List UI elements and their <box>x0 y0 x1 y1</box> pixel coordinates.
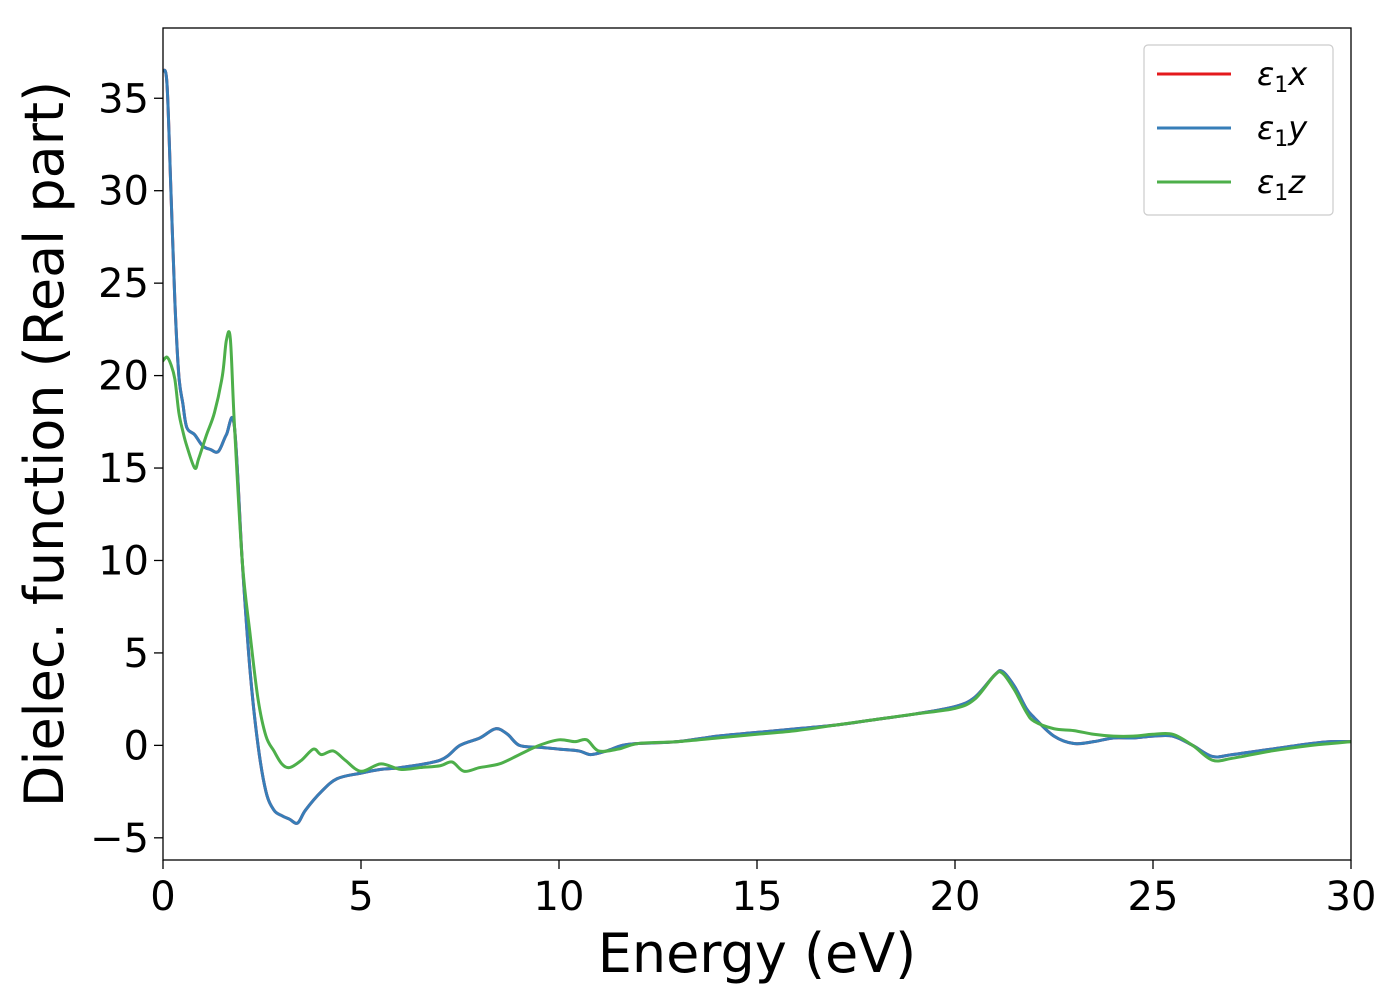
y-tick-label: 25 <box>98 261 149 307</box>
y-axis-ticks: −5 0 5 10 15 20 25 30 35 <box>90 76 163 862</box>
x-axis-label: Energy (eV) <box>598 922 917 985</box>
y-tick-label: 10 <box>98 538 149 584</box>
legend-label: ε1x <box>1257 55 1308 98</box>
y-tick-label: 20 <box>98 354 149 400</box>
series-line-z <box>163 330 1351 773</box>
legend: ε1x ε1y ε1z <box>1143 44 1334 216</box>
legend-item-z: ε1z <box>1157 163 1306 206</box>
x-tick-label: 15 <box>732 874 783 920</box>
x-tick-label: 0 <box>150 874 175 920</box>
y-tick-label: 35 <box>98 76 149 122</box>
y-tick-label: −5 <box>90 816 149 862</box>
legend-label: ε1y <box>1257 109 1308 152</box>
y-tick-label: 30 <box>98 169 149 215</box>
y-axis-label: Dielec. function (Real part) <box>13 81 76 807</box>
x-tick-label: 25 <box>1128 874 1179 920</box>
legend-item-y: ε1y <box>1157 109 1308 152</box>
x-tick-label: 10 <box>534 874 585 920</box>
x-tick-label: 5 <box>348 874 373 920</box>
y-tick-label: 5 <box>124 631 149 677</box>
legend-box <box>1143 44 1334 216</box>
legend-label: ε1z <box>1257 163 1306 206</box>
x-tick-label: 20 <box>930 874 981 920</box>
series-layer <box>163 68 1351 825</box>
legend-item-x: ε1x <box>1157 55 1308 98</box>
x-axis-ticks: 0 5 10 15 20 25 30 <box>150 860 1376 920</box>
x-tick-label: 30 <box>1326 874 1377 920</box>
y-tick-label: 0 <box>124 723 149 769</box>
y-tick-label: 15 <box>98 446 149 492</box>
